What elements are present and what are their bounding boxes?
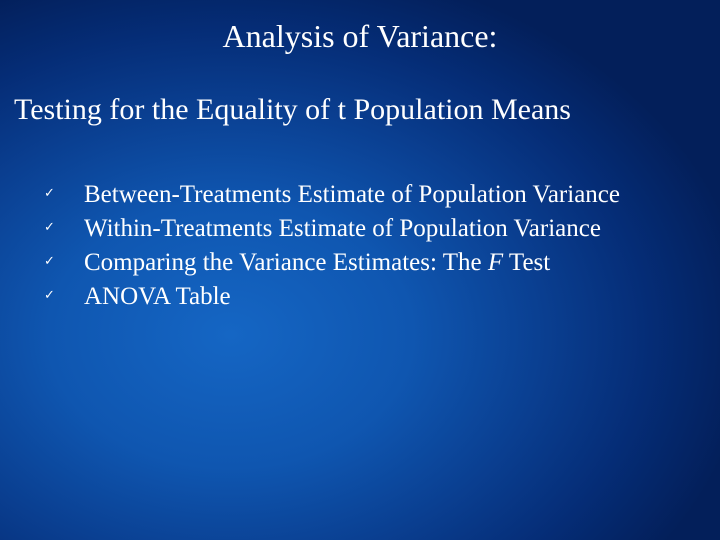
bullet-text: Within-Treatments Estimate of Population… <box>84 215 601 242</box>
bullet-text: ANOVA Table <box>84 283 231 310</box>
check-icon: ✓ <box>44 219 55 236</box>
slide-subtitle: Testing for the Equality of t Population… <box>0 55 720 127</box>
list-item: ✓ ANOVA Table <box>44 281 720 313</box>
slide-title: Analysis of Variance: <box>0 0 720 55</box>
slide: Analysis of Variance: Testing for the Eq… <box>0 0 720 540</box>
bullet-list: ✓ Between-Treatments Estimate of Populat… <box>0 127 720 313</box>
check-icon: ✓ <box>44 253 55 270</box>
list-item: ✓ Between-Treatments Estimate of Populat… <box>44 179 720 211</box>
list-item: ✓ Within-Treatments Estimate of Populati… <box>44 213 720 245</box>
check-icon: ✓ <box>44 185 55 202</box>
list-item: ✓ Comparing the Variance Estimates: The … <box>44 247 720 279</box>
bullet-text: Comparing the Variance Estimates: The F … <box>84 249 550 276</box>
check-icon: ✓ <box>44 287 55 304</box>
bullet-text: Between-Treatments Estimate of Populatio… <box>84 181 620 208</box>
